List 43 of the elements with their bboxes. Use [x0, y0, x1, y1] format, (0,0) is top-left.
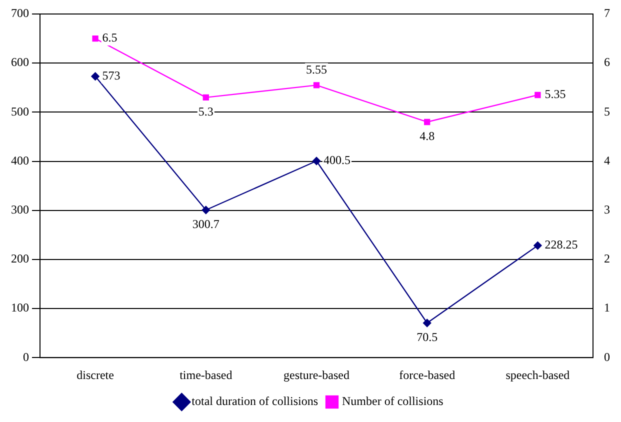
y2-tick-label: 5 [604, 104, 610, 118]
data-label: 228.25 [544, 238, 578, 252]
point [534, 92, 541, 98]
y2-tick-label: 0 [604, 350, 610, 364]
x-tick-label: discrete [76, 368, 114, 382]
data-label: 400.5 [324, 153, 350, 168]
point [91, 72, 100, 80]
legend-label: Number of collisions [342, 394, 444, 408]
x-tick-label: time-based [180, 368, 232, 382]
data-label: 5.35 [544, 87, 566, 102]
data-label: 70.5 [416, 330, 438, 344]
y2-tick-label: 6 [604, 55, 610, 70]
y-tick-label: 500 [11, 104, 29, 118]
legend-label: total duration of collisions [192, 394, 318, 408]
data-label: 6.5 [102, 30, 118, 45]
data-label: 300.7 [192, 217, 220, 232]
point [92, 35, 98, 42]
data-label: 5.55 [306, 62, 327, 76]
data-label: 573 [102, 68, 120, 82]
point [313, 82, 320, 88]
point [423, 318, 432, 328]
y2-tick-label: 4 [604, 153, 610, 168]
point [312, 156, 321, 166]
point [534, 241, 542, 250]
x-tick-label: force-based [399, 368, 456, 382]
data-label: 5.3 [198, 104, 214, 119]
point [424, 118, 430, 126]
y2-tick-label: 3 [604, 202, 610, 216]
y-tick-label: 400 [11, 153, 29, 168]
y2-tick-label: 2 [604, 252, 610, 266]
x-tick-label: gesture-based [284, 368, 350, 382]
point [202, 94, 209, 101]
y-tick-label: 300 [11, 202, 29, 216]
point [202, 206, 210, 214]
y-tick-label: 0 [23, 350, 29, 364]
y2-tick-label: 1 [604, 300, 610, 315]
y2-tick-label: 7 [604, 6, 610, 20]
y-tick-label: 700 [11, 6, 29, 20]
data-label: 4.8 [420, 129, 435, 144]
x-tick-label: speech-based [506, 368, 570, 382]
y-tick-label: 600 [11, 55, 29, 70]
y-tick-label: 100 [11, 300, 29, 315]
y-tick-label: 200 [11, 252, 29, 266]
